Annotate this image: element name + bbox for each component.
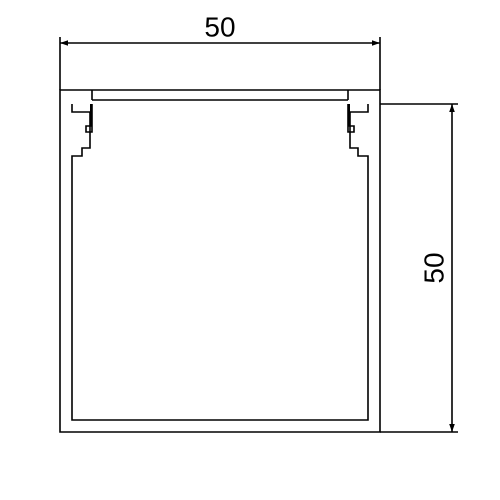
dimension-width-label: 50 bbox=[204, 11, 235, 42]
dimension-height-label: 50 bbox=[418, 252, 449, 283]
